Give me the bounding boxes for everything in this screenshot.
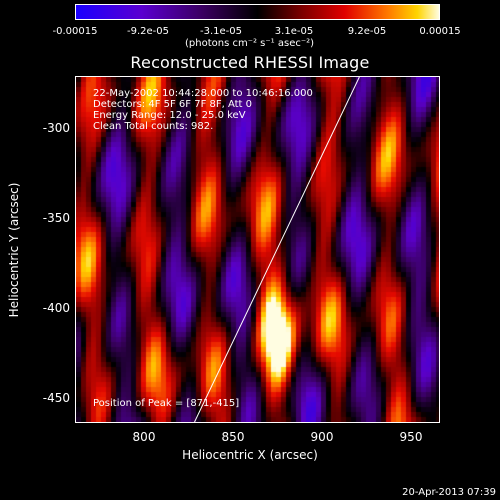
y-tick-label: -350 (42, 211, 70, 225)
colorbar-tick: -3.1e-05 (200, 26, 242, 37)
limb-line (194, 77, 360, 422)
time-range-label: 22-May-2002 10:44:28.000 to 10:46:16.000 (93, 88, 313, 99)
x-axis-label: Heliocentric X (arcsec) (182, 448, 318, 462)
colorbar-tick: -0.00015 (52, 26, 98, 37)
y-tick-label: -300 (42, 121, 70, 135)
x-tick-label: 950 (399, 430, 423, 444)
x-tick-label: 850 (221, 430, 245, 444)
colorbar-tick: 9.2e-05 (347, 26, 387, 37)
timestamp: 20-Apr-2013 07:39 (402, 487, 496, 498)
peak-position-label: Position of Peak = [871,-415] (93, 398, 240, 409)
detectors-label: Detectors: 4F 5F 6F 7F 8F, Att 0 (93, 99, 253, 110)
colorbar-units: (photons cm⁻² s⁻¹ asec⁻²) (185, 38, 315, 49)
plot-title: Reconstructed RHESSI Image (130, 53, 370, 72)
limb-line-layer (194, 77, 360, 422)
y-tick-label: -450 (42, 391, 70, 405)
method-counts-label: Clean Total counts: 982. (93, 121, 214, 132)
colorbar-tick: -9.2e-05 (127, 26, 169, 37)
y-tick-label: -400 (42, 301, 70, 315)
colorbar-tick: 0.00015 (419, 26, 461, 37)
heatmap-image (76, 77, 439, 422)
x-tick-label: 800 (132, 430, 156, 444)
x-tick-label: 900 (310, 430, 334, 444)
colorbar (75, 4, 440, 20)
colorbar-tick: 3.1e-05 (274, 26, 314, 37)
energy-range-label: Energy Range: 12.0 - 25.0 keV (93, 110, 246, 121)
y-axis-label: Heliocentric Y (arcsec) (7, 182, 21, 318)
image-plot-area[interactable]: 22-May-2002 10:44:28.000 to 10:46:16.000… (75, 76, 440, 423)
